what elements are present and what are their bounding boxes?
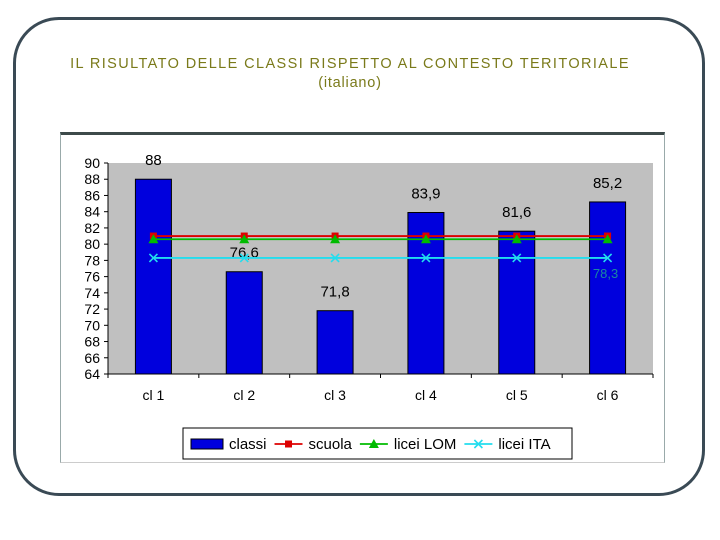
y-tick-label: 84 [84,204,100,220]
marker-licei-ita [148,253,158,263]
marker-licei-ita [603,253,613,263]
title-line-2: (italiano) [318,75,382,91]
y-tick-label: 68 [84,334,100,350]
y-tick-label: 90 [84,155,100,171]
legend-label-licei-ita: licei ITA [498,436,550,453]
marker-licei-lom [239,234,250,244]
y-tick-label: 72 [84,301,100,317]
marker-licei-ita [512,253,522,263]
y-tick-label: 86 [84,187,100,203]
bar-classi [589,201,627,375]
x-tick-label: cl 4 [415,387,437,403]
marker-licei-ita [421,253,431,263]
y-tick-label: 82 [84,220,100,236]
legend-label-classi: classi [229,436,267,453]
bar-data-label: 76,6 [230,245,259,262]
legend-label-licei-lom: licei LOM [394,436,457,453]
legend: classi scuola licei LOM licei ITA [182,427,573,460]
x-tick-label: cl 6 [597,387,619,403]
marker-licei-lom [420,234,431,244]
x-tick-label: cl 2 [233,387,255,403]
marker-licei-lom [148,234,159,244]
y-tick-label: 78 [84,252,100,268]
x-tick-label: cl 1 [143,387,165,403]
legend-marker-licei-ita [473,439,483,449]
chart-container: 64 66 68 70 72 74 76 78 80 82 84 86 88 90 cl 1 cl 2 cl 3… [60,132,665,463]
bar-classi [316,310,354,375]
marker-licei-lom [602,234,613,244]
title-line-1: IL RISULTATO DELLE CLASSI RISPETTO AL CO… [70,56,630,72]
y-tick-label: 64 [84,366,100,382]
y-tick-label: 66 [84,350,100,366]
bar-data-label: 83,9 [411,186,440,203]
legend-marker-licei-lom [368,439,379,448]
x-tick-label: cl 5 [506,387,528,403]
marker-licei-lom [330,234,341,244]
y-tick-label: 76 [84,269,100,285]
marker-licei-ita [330,253,340,263]
y-tick-label: 70 [84,317,100,333]
bar-data-label: 85,2 [593,175,622,192]
legend-label-scuola: scuola [309,436,353,453]
legend-key-classi [190,438,224,450]
legend-marker-scuola [285,440,293,448]
bar-classi [134,178,172,375]
bar-data-label: 71,8 [320,284,349,301]
bar-data-label: 81,6 [502,204,531,221]
marker-licei-lom [511,234,522,244]
series-annotation: 78,3 [593,266,618,281]
bar-classi [498,230,536,375]
y-tick-label: 80 [84,236,100,252]
y-tick-label: 88 [84,171,100,187]
x-tick-label: cl 3 [324,387,346,403]
marker-licei-ita [239,253,249,263]
bar-data-label: 88 [145,152,162,169]
plot-area [108,163,653,374]
slide-title: IL RISULTATO DELLE CLASSI RISPETTO AL CO… [20,55,680,93]
y-tick-label: 74 [84,285,100,301]
bar-classi [225,271,263,375]
